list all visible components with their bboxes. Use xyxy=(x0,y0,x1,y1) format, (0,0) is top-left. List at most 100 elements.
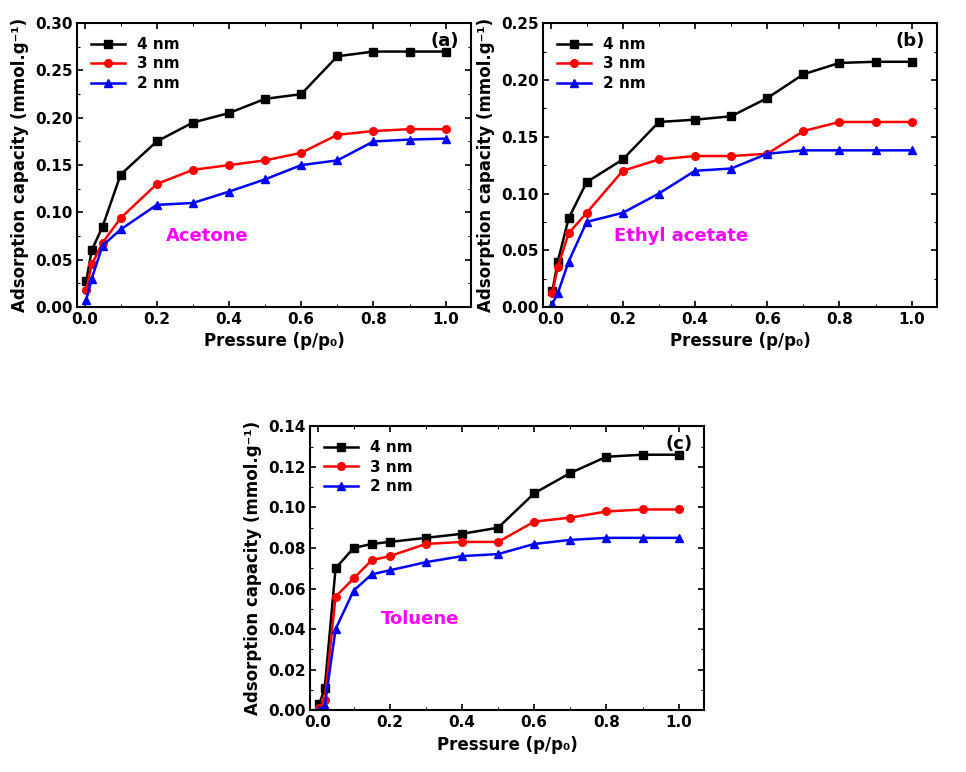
Legend: 4 nm, 3 nm, 2 nm: 4 nm, 3 nm, 2 nm xyxy=(85,31,185,97)
4 nm xyxy=(420,533,432,543)
2 nm xyxy=(564,535,576,544)
2 nm xyxy=(97,241,108,250)
4 nm xyxy=(798,69,810,79)
3 nm xyxy=(384,551,395,560)
3 nm xyxy=(115,214,127,223)
Line: 4 nm: 4 nm xyxy=(549,58,916,295)
3 nm xyxy=(637,505,648,514)
2 nm xyxy=(384,566,395,575)
3 nm xyxy=(493,537,504,547)
4 nm xyxy=(314,699,326,709)
4 nm xyxy=(528,489,540,498)
Line: 2 nm: 2 nm xyxy=(316,534,683,714)
3 nm xyxy=(366,556,378,565)
2 nm xyxy=(601,533,612,543)
Y-axis label: Adsorption capacity (mmol.g⁻¹): Adsorption capacity (mmol.g⁻¹) xyxy=(244,422,262,716)
3 nm xyxy=(564,513,576,522)
2 nm xyxy=(296,161,307,170)
Line: 3 nm: 3 nm xyxy=(316,506,683,712)
2 nm xyxy=(420,557,432,567)
4 nm xyxy=(404,47,415,56)
Line: 3 nm: 3 nm xyxy=(549,118,916,297)
3 nm xyxy=(869,117,881,127)
3 nm xyxy=(834,117,845,127)
2 nm xyxy=(86,274,98,283)
4 nm xyxy=(581,178,592,187)
3 nm xyxy=(86,260,98,269)
4 nm xyxy=(319,683,330,692)
2 nm xyxy=(348,586,359,595)
4 nm xyxy=(617,155,629,164)
3 nm xyxy=(563,229,575,238)
Legend: 4 nm, 3 nm, 2 nm: 4 nm, 3 nm, 2 nm xyxy=(318,434,418,500)
2 nm xyxy=(366,570,378,579)
2 nm xyxy=(319,702,330,711)
4 nm xyxy=(187,118,199,127)
3 nm xyxy=(420,540,432,549)
4 nm xyxy=(547,286,558,296)
3 nm xyxy=(581,208,592,218)
X-axis label: Pressure (p/p₀): Pressure (p/p₀) xyxy=(669,333,810,350)
4 nm xyxy=(86,245,98,255)
4 nm xyxy=(601,452,612,462)
4 nm xyxy=(329,564,341,573)
2 nm xyxy=(761,149,773,158)
3 nm xyxy=(97,238,108,247)
Y-axis label: Adsorption capacity (mmol.g⁻¹): Adsorption capacity (mmol.g⁻¹) xyxy=(12,18,29,312)
4 nm xyxy=(552,257,563,266)
4 nm xyxy=(331,52,343,61)
3 nm xyxy=(259,156,270,165)
4 nm xyxy=(493,523,504,533)
3 nm xyxy=(725,151,737,161)
Text: Toluene: Toluene xyxy=(382,611,460,628)
Text: (a): (a) xyxy=(431,32,459,49)
4 nm xyxy=(869,57,881,66)
Text: (b): (b) xyxy=(895,32,925,49)
2 nm xyxy=(151,200,162,209)
2 nm xyxy=(187,198,199,208)
2 nm xyxy=(80,295,92,304)
3 nm xyxy=(617,166,629,175)
3 nm xyxy=(348,574,359,583)
2 nm xyxy=(528,540,540,549)
4 nm xyxy=(456,529,468,538)
2 nm xyxy=(869,146,881,155)
2 nm xyxy=(563,257,575,266)
2 nm xyxy=(637,533,648,543)
3 nm xyxy=(187,165,199,174)
4 nm xyxy=(761,93,773,103)
3 nm xyxy=(528,517,540,527)
4 nm xyxy=(637,450,648,459)
3 nm xyxy=(296,148,307,157)
Line: 3 nm: 3 nm xyxy=(82,125,449,294)
2 nm xyxy=(314,706,326,715)
2 nm xyxy=(673,533,685,543)
4 nm xyxy=(725,112,737,121)
Line: 4 nm: 4 nm xyxy=(82,48,449,284)
3 nm xyxy=(906,117,918,127)
2 nm xyxy=(798,146,810,155)
3 nm xyxy=(653,155,665,164)
4 nm xyxy=(97,222,108,232)
3 nm xyxy=(552,262,563,272)
Line: 4 nm: 4 nm xyxy=(316,451,683,708)
Y-axis label: Adsorption capacity (mmol.g⁻¹): Adsorption capacity (mmol.g⁻¹) xyxy=(477,18,496,312)
3 nm xyxy=(151,179,162,188)
2 nm xyxy=(725,164,737,173)
2 nm xyxy=(552,289,563,298)
4 nm xyxy=(673,450,685,459)
2 nm xyxy=(617,208,629,218)
Text: Ethyl acetate: Ethyl acetate xyxy=(614,227,749,245)
3 nm xyxy=(319,696,330,705)
2 nm xyxy=(547,299,558,308)
3 nm xyxy=(440,124,451,134)
X-axis label: Pressure (p/p₀): Pressure (p/p₀) xyxy=(204,333,345,350)
4 nm xyxy=(384,537,395,547)
3 nm xyxy=(547,289,558,298)
Text: Acetone: Acetone xyxy=(166,227,248,245)
2 nm xyxy=(493,550,504,559)
4 nm xyxy=(563,214,575,223)
4 nm xyxy=(259,94,270,103)
Legend: 4 nm, 3 nm, 2 nm: 4 nm, 3 nm, 2 nm xyxy=(551,31,652,97)
2 nm xyxy=(653,189,665,198)
